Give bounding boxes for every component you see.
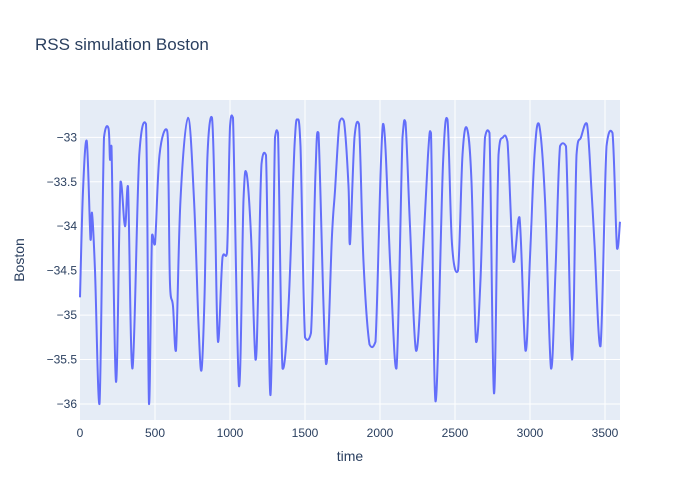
x-tick-label: 3000 [517,426,544,440]
x-axis-ticks: 0 500 1000 1500 2000 2500 3000 3500 [77,426,619,440]
x-tick-label: 2500 [442,426,469,440]
chart-title: RSS simulation Boston [35,35,209,54]
series-line [79,114,621,406]
y-axis-ticks: −33 −33.5 −34 −34.5 −35 −35.5 −36 [47,130,78,411]
x-tick-label: 1500 [292,426,319,440]
y-tick-label: −33 [57,130,78,144]
y-tick-label: −35.5 [47,353,78,367]
y-tick-label: −34 [57,219,78,233]
x-tick-label: 500 [145,426,165,440]
x-grid [154,100,606,420]
y-tick-label: −33.5 [47,175,78,189]
x-axis-title: time [337,448,364,464]
y-axis-title: Boston [11,238,27,282]
x-tick-label: 3500 [592,426,619,440]
x-tick-label: 0 [77,426,84,440]
y-tick-label: −36 [57,397,78,411]
y-tick-label: −35 [57,308,78,322]
x-tick-label: 1000 [217,426,244,440]
y-tick-label: −34.5 [47,264,78,278]
x-tick-label: 2000 [367,426,394,440]
